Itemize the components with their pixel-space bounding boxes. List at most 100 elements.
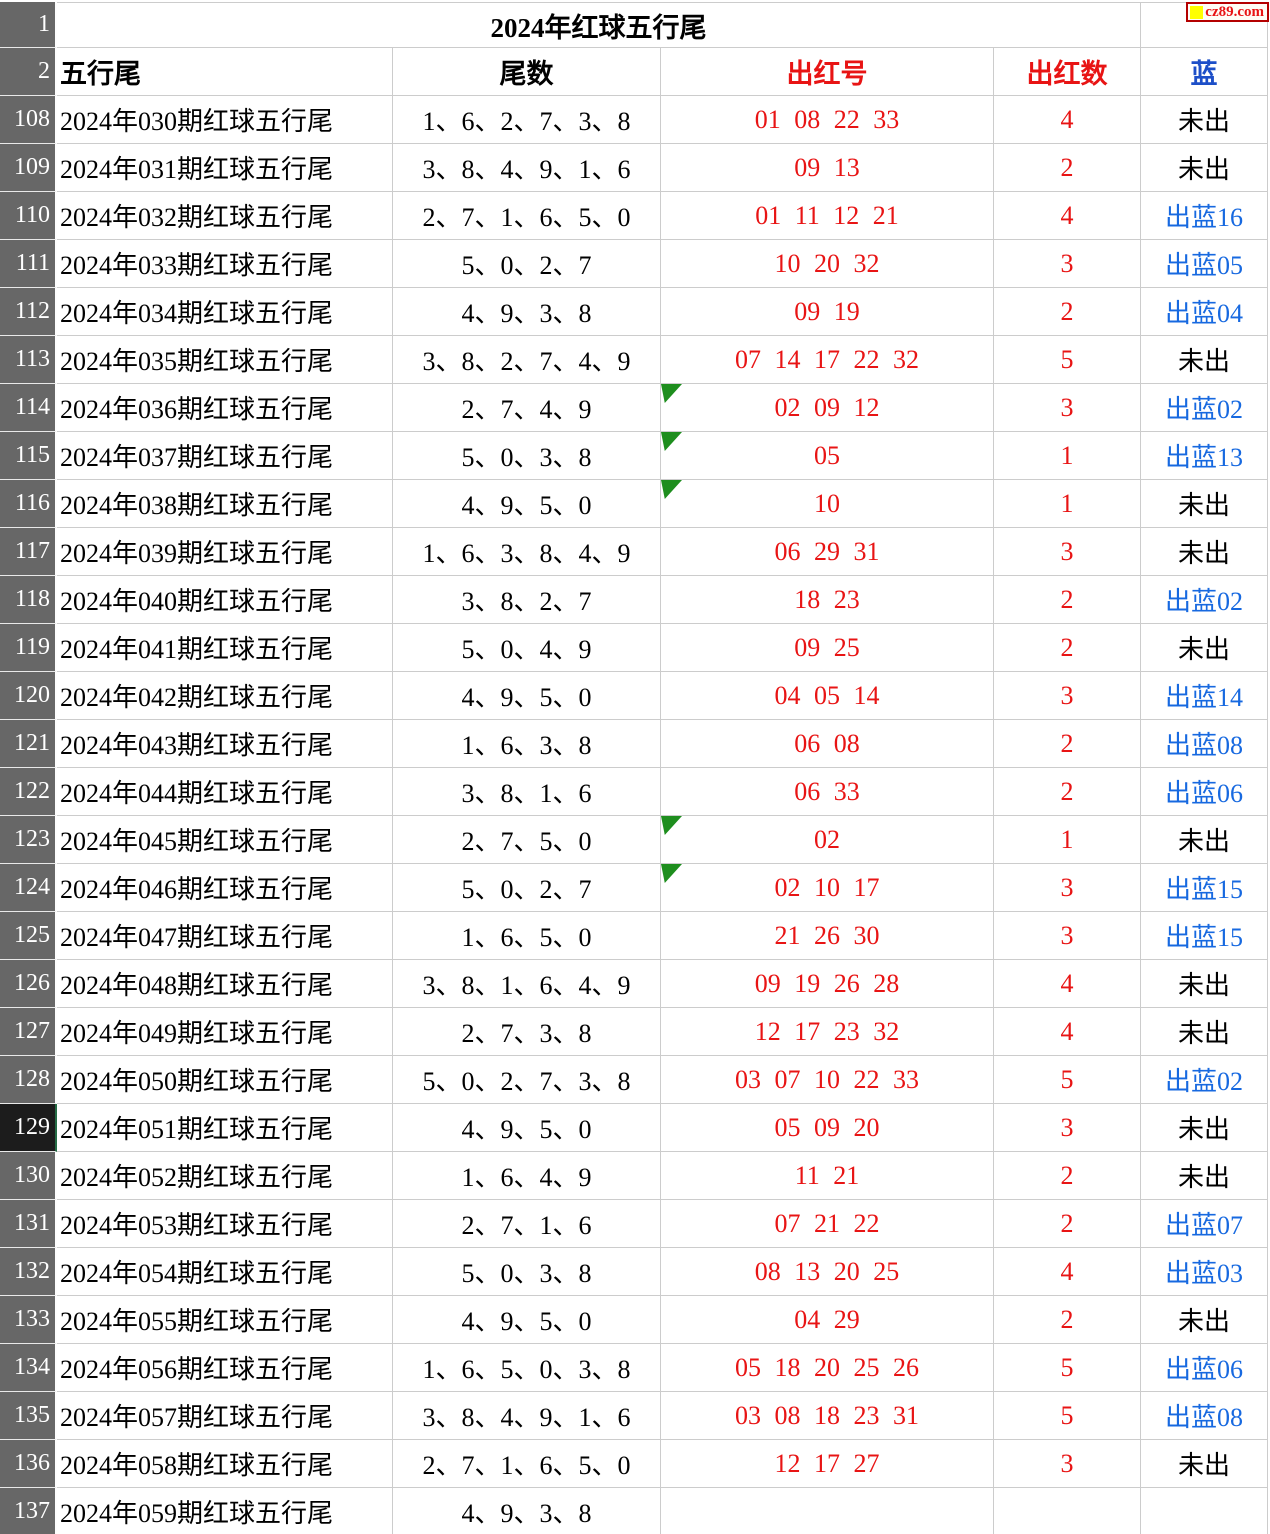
cell-lan[interactable]: 出蓝04 [1141,288,1268,336]
cell-chuhonghao[interactable] [661,1488,994,1534]
cell-chuhonghao[interactable]: 02 09 12 [661,384,994,432]
cell-chuhonghao[interactable]: 10 [661,480,994,528]
cell-chuhongshu[interactable]: 4 [994,960,1141,1008]
cell-chuhonghao[interactable]: 04 05 14 [661,672,994,720]
cell-lan[interactable]: 未出 [1141,1104,1268,1152]
cell-chuhongshu[interactable]: 1 [994,816,1141,864]
cell-weishu[interactable]: 1、6、4、9 [393,1152,661,1200]
row-number-gutter[interactable]: 116 [0,480,57,528]
row-number-gutter[interactable]: 113 [0,336,57,384]
cell-wuxingwei[interactable]: 2024年033期红球五行尾 [57,240,393,288]
cell-chuhonghao[interactable]: 05 09 20 [661,1104,994,1152]
cell-wuxingwei[interactable]: 2024年055期红球五行尾 [57,1296,393,1344]
cell-wuxingwei[interactable]: 2024年046期红球五行尾 [57,864,393,912]
cell-chuhonghao[interactable]: 04 29 [661,1296,994,1344]
cell-chuhongshu[interactable]: 2 [994,1152,1141,1200]
row-number-gutter[interactable]: 130 [0,1152,57,1200]
row-number-gutter[interactable]: 120 [0,672,57,720]
cell-chuhongshu[interactable]: 4 [994,1008,1141,1056]
cell-chuhongshu[interactable]: 4 [994,192,1141,240]
cell-wuxingwei[interactable]: 2024年038期红球五行尾 [57,480,393,528]
cell-weishu[interactable]: 3、8、4、9、1、6 [393,144,661,192]
cell-chuhongshu[interactable]: 5 [994,1392,1141,1440]
row-number-gutter[interactable]: 118 [0,576,57,624]
row-number-gutter[interactable]: 131 [0,1200,57,1248]
cell-weishu[interactable]: 2、7、5、0 [393,816,661,864]
row-number-gutter[interactable]: 2 [0,48,57,96]
cell-weishu[interactable]: 4、9、5、0 [393,480,661,528]
cell-wuxingwei[interactable]: 2024年031期红球五行尾 [57,144,393,192]
row-number-gutter[interactable]: 125 [0,912,57,960]
row-number-gutter[interactable]: 112 [0,288,57,336]
cell-chuhongshu[interactable]: 5 [994,336,1141,384]
cell-chuhonghao[interactable]: 02 [661,816,994,864]
cell-wuxingwei[interactable]: 2024年041期红球五行尾 [57,624,393,672]
cell-wuxingwei[interactable]: 2024年043期红球五行尾 [57,720,393,768]
cell-chuhongshu[interactable]: 2 [994,1200,1141,1248]
cell-lan[interactable]: 出蓝08 [1141,720,1268,768]
cell-lan[interactable]: 出蓝03 [1141,1248,1268,1296]
cell-chuhonghao[interactable]: 09 13 [661,144,994,192]
cell-chuhonghao[interactable]: 03 07 10 22 33 [661,1056,994,1104]
cell-chuhonghao[interactable]: 06 08 [661,720,994,768]
cell-chuhongshu[interactable]: 4 [994,96,1141,144]
cell-wuxingwei[interactable]: 2024年035期红球五行尾 [57,336,393,384]
cell-lan[interactable]: 出蓝14 [1141,672,1268,720]
cell-chuhongshu[interactable]: 2 [994,720,1141,768]
cell-lan[interactable]: 出蓝02 [1141,384,1268,432]
cell-weishu[interactable]: 5、0、4、9 [393,624,661,672]
cell-chuhongshu[interactable]: 2 [994,144,1141,192]
cell-lan[interactable]: 未出 [1141,480,1268,528]
row-number-gutter[interactable]: 135 [0,1392,57,1440]
cell-lan[interactable]: 未出 [1141,624,1268,672]
cell-weishu[interactable]: 1、6、5、0、3、8 [393,1344,661,1392]
cell-wuxingwei[interactable]: 2024年037期红球五行尾 [57,432,393,480]
cell-weishu[interactable]: 1、6、2、7、3、8 [393,96,661,144]
row-number-gutter[interactable]: 128 [0,1056,57,1104]
cell-weishu[interactable]: 5、0、3、8 [393,1248,661,1296]
cell-chuhonghao[interactable]: 12 17 27 [661,1440,994,1488]
cell-weishu[interactable]: 2、7、1、6、5、0 [393,1440,661,1488]
row-number-gutter[interactable]: 1 [0,2,57,48]
cell-lan[interactable]: 未出 [1141,528,1268,576]
row-number-gutter[interactable]: 109 [0,144,57,192]
row-number-gutter[interactable]: 123 [0,816,57,864]
cell-lan[interactable]: 出蓝02 [1141,1056,1268,1104]
sheet-title-cell[interactable]: 2024年红球五行尾 [57,2,1141,48]
cell-lan[interactable]: 未出 [1141,816,1268,864]
cell-chuhonghao[interactable]: 21 26 30 [661,912,994,960]
row-number-gutter[interactable]: 121 [0,720,57,768]
cell-wuxingwei[interactable]: 2024年056期红球五行尾 [57,1344,393,1392]
cell-weishu[interactable]: 5、0、3、8 [393,432,661,480]
cell-chuhongshu[interactable]: 3 [994,672,1141,720]
cell-weishu[interactable]: 4、9、3、8 [393,288,661,336]
cell-weishu[interactable]: 2、7、3、8 [393,1008,661,1056]
cell-chuhonghao[interactable]: 11 21 [661,1152,994,1200]
cell-lan[interactable]: 未出 [1141,1008,1268,1056]
cell-wuxingwei[interactable]: 2024年048期红球五行尾 [57,960,393,1008]
cell-weishu[interactable]: 3、8、4、9、1、6 [393,1392,661,1440]
cell-chuhonghao[interactable]: 12 17 23 32 [661,1008,994,1056]
cell-wuxingwei[interactable]: 2024年058期红球五行尾 [57,1440,393,1488]
cell-chuhongshu[interactable]: 5 [994,1344,1141,1392]
cell-wuxingwei[interactable]: 2024年047期红球五行尾 [57,912,393,960]
cell-chuhongshu[interactable]: 5 [994,1056,1141,1104]
cell-wuxingwei[interactable]: 2024年042期红球五行尾 [57,672,393,720]
row-number-gutter[interactable]: 111 [0,240,57,288]
column-header-weishu[interactable]: 尾数 [393,48,661,96]
row-number-gutter[interactable]: 137 [0,1488,57,1534]
cell-weishu[interactable]: 2、7、4、9 [393,384,661,432]
cell-chuhonghao[interactable]: 03 08 18 23 31 [661,1392,994,1440]
cell-weishu[interactable]: 3、8、2、7 [393,576,661,624]
row-number-gutter[interactable]: 134 [0,1344,57,1392]
cell-wuxingwei[interactable]: 2024年054期红球五行尾 [57,1248,393,1296]
cell-chuhongshu[interactable]: 2 [994,624,1141,672]
row-number-gutter[interactable]: 110 [0,192,57,240]
cell-chuhonghao[interactable]: 09 25 [661,624,994,672]
cell-wuxingwei[interactable]: 2024年034期红球五行尾 [57,288,393,336]
cell-weishu[interactable]: 4、9、5、0 [393,1296,661,1344]
cell-wuxingwei[interactable]: 2024年040期红球五行尾 [57,576,393,624]
cell-chuhonghao[interactable]: 05 [661,432,994,480]
row-number-gutter[interactable]: 119 [0,624,57,672]
cell-weishu[interactable]: 4、9、5、0 [393,1104,661,1152]
